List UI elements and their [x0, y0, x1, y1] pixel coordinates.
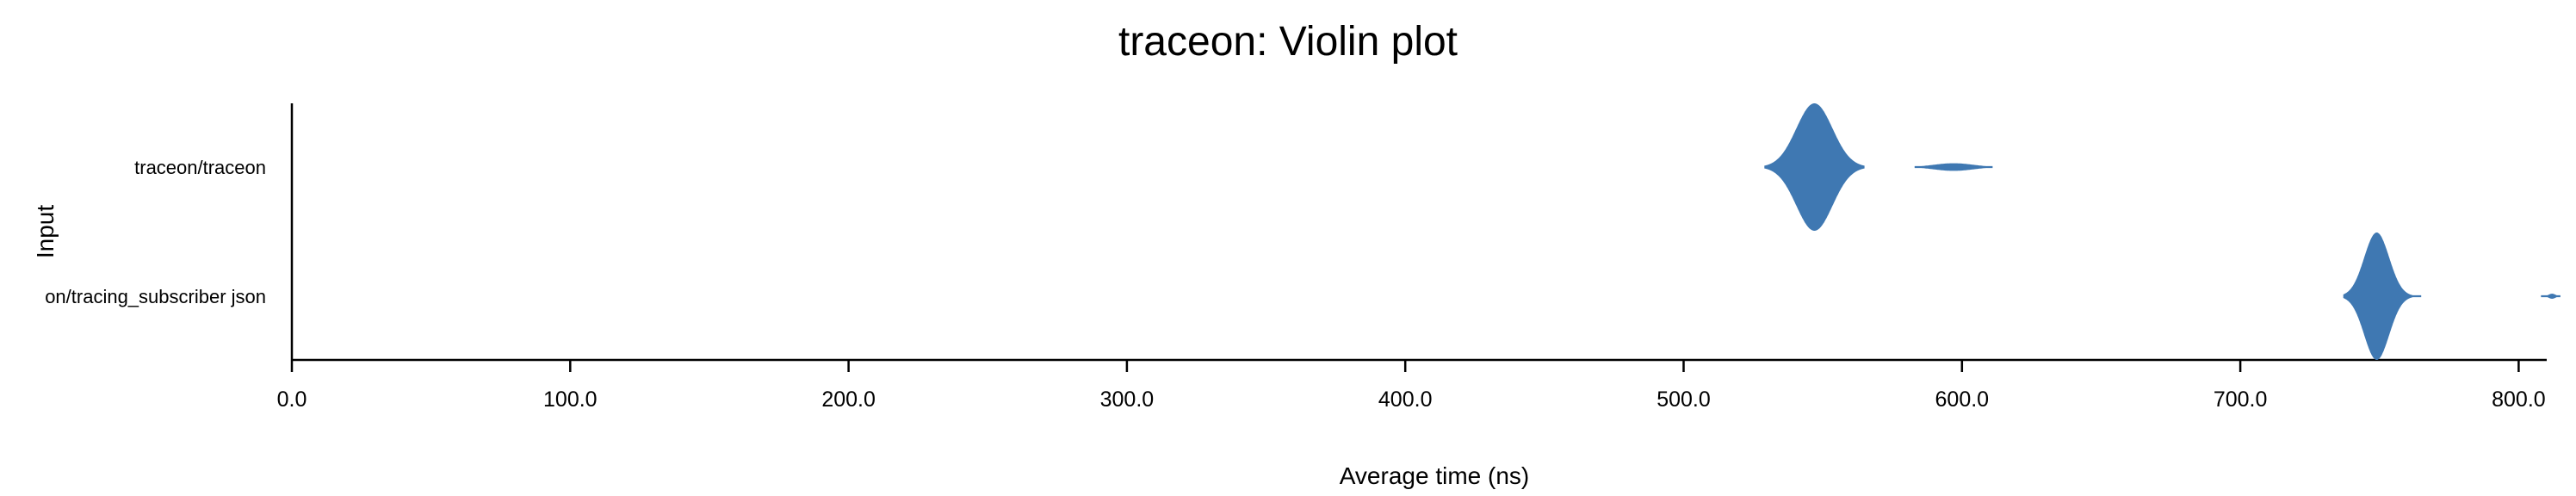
x-tick-label: 200.0 [821, 388, 876, 412]
x-tick-label: 800.0 [2492, 388, 2546, 412]
y-axis: Input traceon/traceon on/tracing_subscri… [32, 103, 294, 360]
violin-shape [1764, 103, 1865, 231]
x-tick-label: 400.0 [1378, 388, 1433, 412]
x-tick-label: 100.0 [543, 388, 598, 412]
violin-shape [2541, 294, 2561, 299]
x-ticks: 0.0 100.0 200.0 300.0 400.0 500.0 600.0 700.0 80… [277, 360, 2546, 412]
category-label: traceon/traceon [134, 157, 266, 178]
x-tick-label: 0.0 [277, 388, 307, 412]
x-axis-label: Average time (ns) [1340, 462, 1529, 489]
y-axis-label: Input [32, 205, 59, 258]
x-axis: 0.0 100.0 200.0 300.0 400.0 500.0 600.0 700.0 80… [277, 358, 2547, 489]
x-tick-label: 500.0 [1656, 388, 1711, 412]
x-tick-label: 700.0 [2214, 388, 2268, 412]
chart-title: traceon: Violin plot [1118, 19, 1458, 65]
violin-shape [1914, 163, 1993, 171]
violins [1764, 103, 2561, 360]
category-label: on/tracing_subscriber json [45, 286, 266, 307]
violin-shape [2343, 232, 2422, 360]
x-tick-label: 300.0 [1100, 388, 1155, 412]
x-tick-label: 600.0 [1935, 388, 1990, 412]
